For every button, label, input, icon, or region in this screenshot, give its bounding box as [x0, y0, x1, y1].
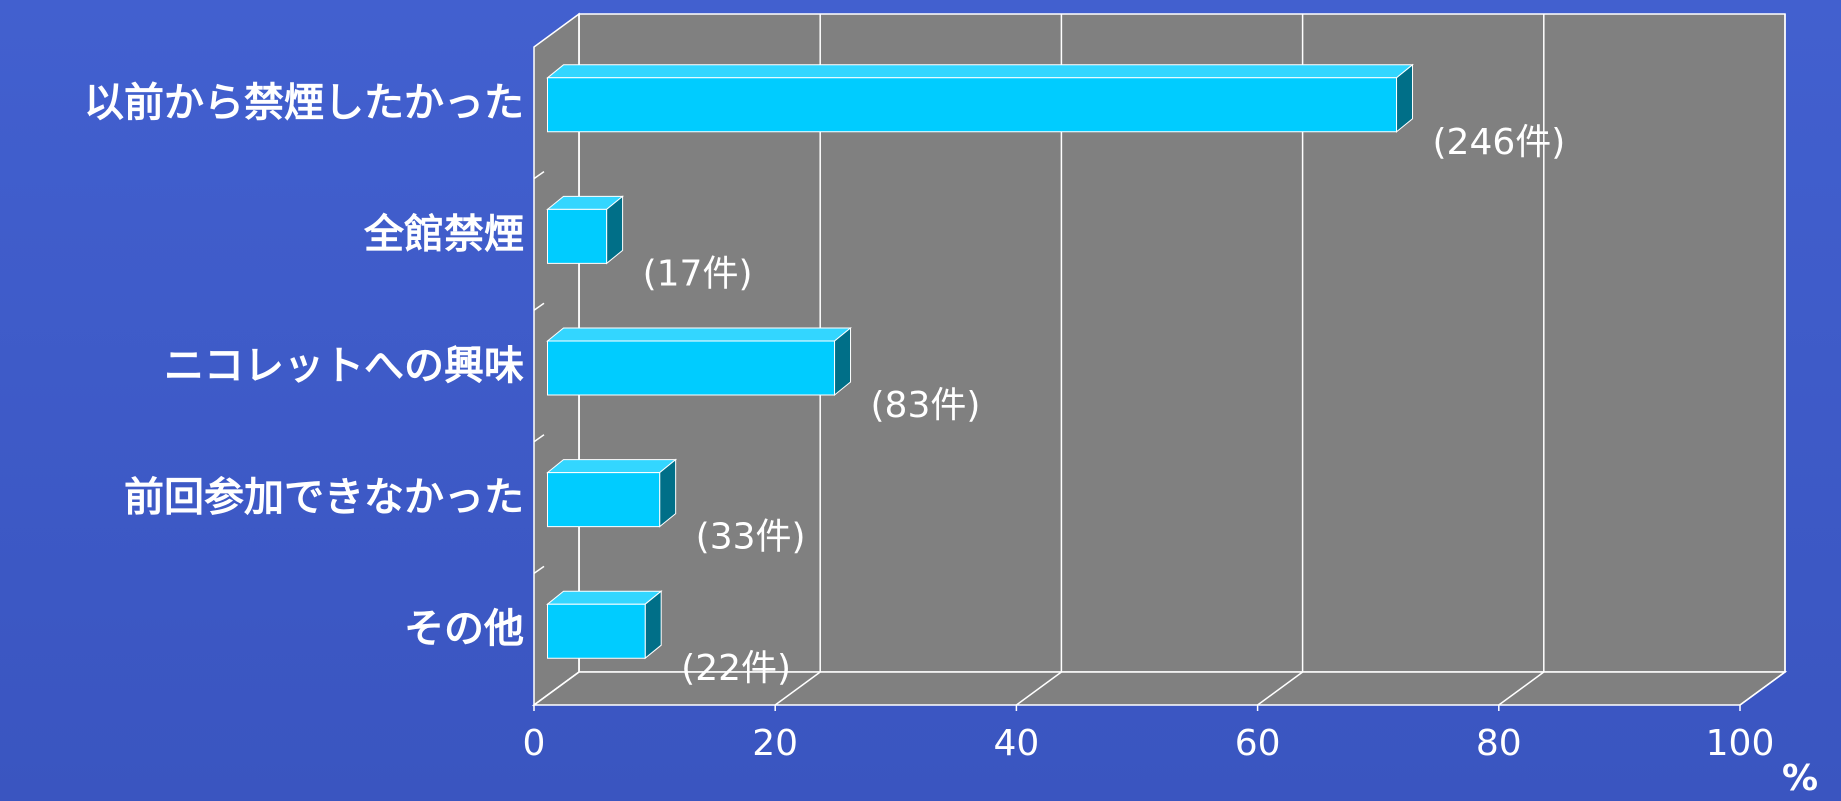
bar: [546, 458, 678, 528]
bar-top: [546, 64, 1414, 79]
x-tick-label: 60: [1235, 723, 1281, 764]
bar: [546, 590, 663, 660]
floor-grid-line: [1498, 671, 1545, 706]
floor-grid-line: [774, 671, 821, 706]
bar-note: (246件): [1433, 122, 1566, 163]
bar-note: (33件): [696, 517, 806, 558]
bar-top: [546, 327, 852, 342]
category-tick: [533, 302, 545, 311]
category-label: ニコレットへの興味: [164, 343, 524, 389]
bar: [546, 326, 852, 397]
category-label: その他: [404, 606, 524, 652]
bar: [546, 63, 1414, 133]
floor-grid-line: [533, 671, 580, 706]
x-tick-label: 20: [752, 723, 798, 764]
bar-note: (17件): [643, 253, 753, 294]
x-axis-label: %: [1782, 758, 1818, 799]
category-tick: [533, 565, 545, 575]
x-tick-label: 80: [1476, 723, 1522, 764]
category-tick: [533, 434, 545, 443]
bar-front: [547, 77, 1398, 133]
bar: [546, 195, 625, 265]
bar-note: (22件): [681, 648, 791, 689]
bar-top: [546, 459, 678, 474]
floor-grid-line: [1257, 671, 1304, 706]
bar-front: [547, 472, 661, 528]
x-tick-label: 100: [1706, 723, 1775, 764]
category-tick: [533, 170, 545, 180]
bar-front: [547, 208, 608, 264]
floor-grid-line: [1015, 671, 1062, 706]
category-label: 以前から禁煙したかった: [84, 80, 524, 126]
x-tick-label: 40: [993, 723, 1039, 764]
bar-front: [547, 340, 836, 396]
bar-top: [546, 590, 663, 605]
bar-note: (83件): [871, 385, 981, 426]
floor-grid-line: [1739, 671, 1786, 706]
category-label: 前回参加できなかった: [124, 475, 524, 521]
category-label: 全館禁煙: [363, 211, 524, 257]
bar-front: [547, 603, 646, 659]
x-tick-label: 0: [523, 723, 546, 764]
